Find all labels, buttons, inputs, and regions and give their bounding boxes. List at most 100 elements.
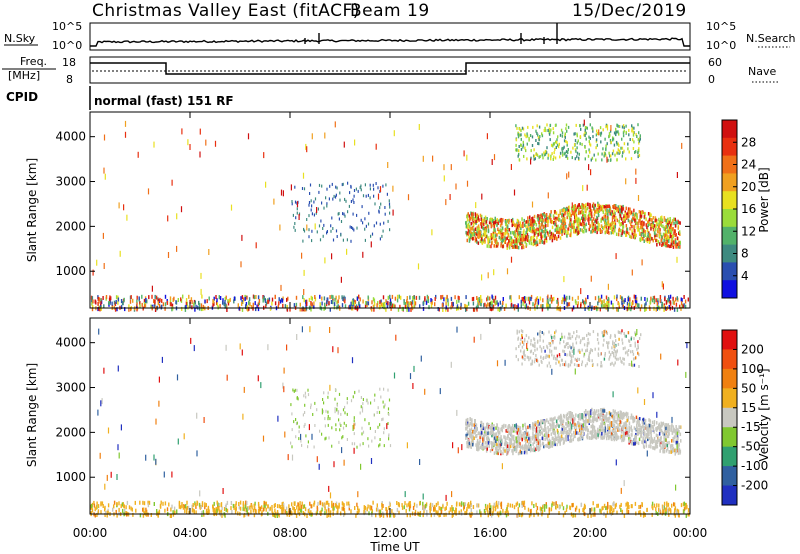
scatter-cell bbox=[665, 230, 667, 234]
scatter-cell bbox=[569, 224, 572, 228]
scatter-cell bbox=[634, 233, 636, 237]
scatter-cell bbox=[130, 307, 132, 312]
scatter-cell bbox=[296, 201, 299, 208]
scatter-cell bbox=[638, 231, 641, 235]
scatter-cell bbox=[544, 238, 546, 243]
scatter-cell bbox=[551, 225, 554, 230]
scatter-cell bbox=[485, 220, 488, 224]
scatter-cell bbox=[607, 424, 609, 428]
scatter-cell bbox=[575, 214, 578, 218]
scatter-cell bbox=[577, 421, 579, 425]
scatter-cell bbox=[561, 212, 563, 217]
scatter-cell bbox=[281, 506, 283, 511]
scatter-cell bbox=[573, 225, 575, 230]
scatter-cell bbox=[490, 224, 493, 229]
scatter-cell bbox=[676, 172, 678, 178]
scatter-cell bbox=[574, 204, 576, 208]
scatter-cell bbox=[562, 147, 564, 151]
scatter-cell bbox=[544, 214, 546, 219]
scatter-cell bbox=[186, 500, 188, 505]
scatter-cell bbox=[610, 154, 612, 158]
scatter-cell bbox=[343, 503, 345, 508]
scatter-cell bbox=[642, 418, 644, 422]
scatter-cell bbox=[155, 295, 158, 300]
scatter-cell bbox=[618, 302, 620, 307]
scatter-cell bbox=[302, 239, 304, 243]
scatter-cell bbox=[443, 164, 445, 171]
scatter-cell bbox=[565, 155, 567, 158]
scatter-cell bbox=[620, 415, 623, 420]
scatter-cell bbox=[466, 217, 469, 222]
scatter-cell bbox=[656, 444, 659, 449]
scatter-cell bbox=[580, 424, 582, 429]
scatter-cell bbox=[600, 509, 602, 514]
scatter-cell bbox=[589, 436, 591, 440]
scatter-cell bbox=[545, 239, 548, 243]
scatter-cell bbox=[536, 153, 539, 157]
scatter-cell bbox=[508, 424, 511, 429]
scatter-cell bbox=[614, 228, 616, 233]
scatter-cell bbox=[181, 306, 183, 311]
scatter-cell bbox=[558, 307, 560, 312]
scatter-cell bbox=[506, 243, 508, 248]
scatter-cell bbox=[526, 228, 528, 232]
scatter-cell bbox=[343, 297, 345, 302]
scatter-cell bbox=[283, 503, 285, 508]
scatter-cell bbox=[664, 430, 666, 434]
scatter-cell bbox=[663, 501, 666, 506]
scatter-cell bbox=[631, 504, 633, 509]
scatter-cell bbox=[636, 216, 638, 220]
scatter-cell bbox=[525, 149, 527, 153]
scatter-cell bbox=[557, 213, 560, 218]
scatter-cell bbox=[519, 449, 522, 454]
scatter-cell bbox=[550, 294, 552, 299]
scatter-cell bbox=[542, 156, 544, 160]
scatter-cell bbox=[622, 220, 624, 225]
scatter-cell bbox=[371, 513, 373, 518]
scatter-cell bbox=[553, 221, 555, 225]
scatter-cell bbox=[544, 149, 547, 153]
scatter-cell bbox=[613, 436, 615, 440]
scatter-cell bbox=[515, 240, 517, 245]
scatter-cell bbox=[186, 301, 188, 306]
scatter-cell bbox=[190, 297, 193, 302]
scatter-cell bbox=[468, 236, 470, 240]
scatter-cell bbox=[665, 241, 667, 246]
scatter-cell bbox=[602, 208, 604, 212]
scatter-cell bbox=[491, 447, 494, 452]
scatter-cell bbox=[562, 208, 565, 213]
scatter-cell bbox=[483, 222, 485, 227]
scatter-cell bbox=[486, 440, 488, 445]
scatter-cell bbox=[639, 217, 641, 222]
scatter-cell bbox=[367, 222, 370, 226]
scatter-cell bbox=[646, 239, 649, 244]
scatter-cell bbox=[136, 295, 138, 300]
scatter-cell bbox=[627, 412, 629, 416]
scatter-cell bbox=[576, 304, 579, 309]
scatter-cell bbox=[662, 448, 664, 453]
scatter-cell bbox=[563, 152, 565, 156]
scatter-cell bbox=[340, 233, 342, 237]
scatter-cell bbox=[366, 507, 368, 512]
scatter-cell bbox=[306, 146, 308, 153]
scatter-cell bbox=[597, 295, 600, 300]
scatter-cell bbox=[618, 304, 620, 309]
scatter-cell bbox=[611, 210, 613, 214]
scatter-cell bbox=[488, 220, 491, 225]
scatter-cell bbox=[325, 500, 328, 505]
scatter-cell bbox=[551, 297, 553, 302]
scatter-cell bbox=[532, 235, 535, 239]
scatter-cell bbox=[356, 226, 358, 230]
scatter-cell bbox=[541, 240, 544, 244]
scatter-cell bbox=[480, 225, 483, 229]
scatter-cell bbox=[584, 204, 586, 208]
scatter-cell bbox=[517, 232, 519, 237]
scatter-cell bbox=[450, 507, 452, 512]
scatter-cell bbox=[607, 158, 609, 162]
scatter-cell bbox=[584, 224, 586, 228]
scatter-cell bbox=[545, 435, 548, 440]
scatter-cell bbox=[679, 232, 681, 236]
scatter-cell bbox=[306, 224, 308, 231]
scatter-cell bbox=[556, 216, 558, 221]
scatter-cell bbox=[147, 512, 149, 517]
